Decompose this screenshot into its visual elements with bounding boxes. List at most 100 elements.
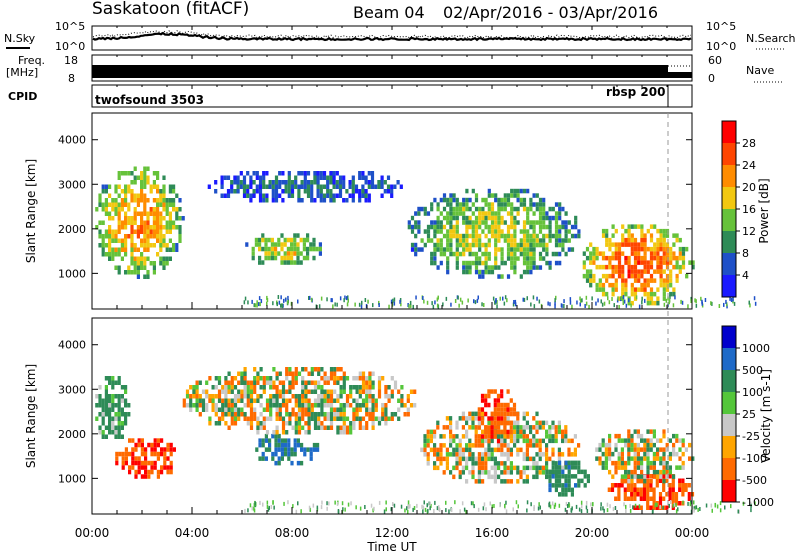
echo-cell xyxy=(487,206,491,212)
echo-cell xyxy=(493,416,497,421)
echo-cell xyxy=(265,193,269,198)
echo-cell xyxy=(339,416,343,421)
echo-cell xyxy=(371,371,375,376)
echo-cell xyxy=(307,380,311,385)
echo-cell xyxy=(605,242,609,247)
echo-cell xyxy=(390,189,394,194)
echo-cell xyxy=(149,211,153,216)
echo-cell xyxy=(370,184,375,189)
echo-cell xyxy=(377,421,382,426)
colorbar-segment xyxy=(722,231,736,254)
echo-cell xyxy=(462,242,466,248)
echo-cell xyxy=(548,483,552,488)
echo-cell xyxy=(672,447,676,452)
echo-cell xyxy=(529,206,533,212)
echo-cell xyxy=(484,242,488,248)
echo-cell xyxy=(128,465,132,470)
echo-cell xyxy=(230,376,234,381)
echo-cell xyxy=(601,442,605,448)
echo-cell xyxy=(503,425,507,430)
echo-cell xyxy=(516,465,520,471)
echo-cell xyxy=(189,398,193,403)
echo-cell xyxy=(377,180,381,185)
echo-cell xyxy=(249,389,254,394)
echo-cell xyxy=(640,456,644,461)
echo-cell xyxy=(503,443,507,448)
echo-cell xyxy=(450,507,453,512)
echo-cell xyxy=(554,474,558,479)
echo-cell xyxy=(198,380,202,385)
echo-cell xyxy=(493,434,497,439)
echo-cell xyxy=(605,291,609,297)
echo-cell xyxy=(423,299,425,304)
echo-cell xyxy=(253,389,257,394)
echo-cell xyxy=(646,296,650,301)
echo-cell xyxy=(339,412,343,417)
echo-cell xyxy=(691,456,695,461)
echo-cell xyxy=(172,447,176,452)
echo-cell xyxy=(439,452,443,457)
echo-cell xyxy=(320,425,324,430)
echo-cell xyxy=(412,304,414,309)
echo-cell xyxy=(269,412,273,417)
echo-cell xyxy=(348,193,352,198)
echo-cell xyxy=(264,438,268,443)
echo-cell xyxy=(513,420,517,426)
echo-cell xyxy=(627,433,631,439)
echo-cell xyxy=(208,398,212,403)
echo-cell xyxy=(140,184,144,189)
echo-cell xyxy=(640,465,644,470)
echo-cell xyxy=(307,421,311,426)
echo-cell xyxy=(290,451,294,457)
echo-cell xyxy=(149,189,153,194)
echo-cell xyxy=(595,447,599,452)
echo-cell xyxy=(525,411,529,417)
echo-cell xyxy=(484,461,488,466)
echo-cell xyxy=(338,180,343,185)
echo-cell xyxy=(326,180,330,185)
echo-cell xyxy=(309,447,313,452)
echo-cell xyxy=(244,296,247,301)
echo-cell xyxy=(431,301,433,306)
echo-cell xyxy=(662,505,664,510)
echo-cell xyxy=(420,247,424,252)
echo-cell xyxy=(490,420,494,426)
echo-cell xyxy=(104,394,108,399)
echo-cell xyxy=(365,421,369,426)
echo-cell xyxy=(150,469,154,475)
echo-cell xyxy=(306,447,310,452)
echo-cell xyxy=(159,256,163,261)
echo-cell xyxy=(312,255,316,261)
echo-cell xyxy=(571,506,573,511)
echo-cell xyxy=(300,442,304,448)
echo-cell xyxy=(146,180,150,185)
echo-cell xyxy=(656,242,660,247)
echo-cell xyxy=(620,474,624,479)
echo-cell xyxy=(195,407,199,412)
echo-cell xyxy=(296,442,300,448)
echo-cell xyxy=(554,202,559,207)
echo-cell xyxy=(370,503,373,508)
echo-cell xyxy=(251,246,255,252)
echo-cell xyxy=(214,376,218,381)
echo-cell xyxy=(462,265,466,270)
echo-cell xyxy=(335,184,339,189)
echo-cell xyxy=(649,478,653,484)
echo-cell xyxy=(506,389,510,394)
echo-cell xyxy=(639,505,643,510)
echo-cell xyxy=(617,487,621,492)
echo-cell xyxy=(281,425,286,430)
echo-cell xyxy=(274,180,279,185)
echo-cell xyxy=(143,166,147,171)
echo-cell xyxy=(149,229,153,234)
echo-cell xyxy=(310,380,314,385)
echo-cell xyxy=(494,238,498,243)
echo-cell xyxy=(417,220,421,225)
echo-cell xyxy=(535,242,539,248)
echo-cell xyxy=(449,416,453,421)
echo-cell xyxy=(254,242,258,247)
echo-cell xyxy=(124,270,128,275)
echo-cell xyxy=(259,385,263,390)
echo-cell xyxy=(249,385,254,390)
echo-cell xyxy=(652,451,656,457)
